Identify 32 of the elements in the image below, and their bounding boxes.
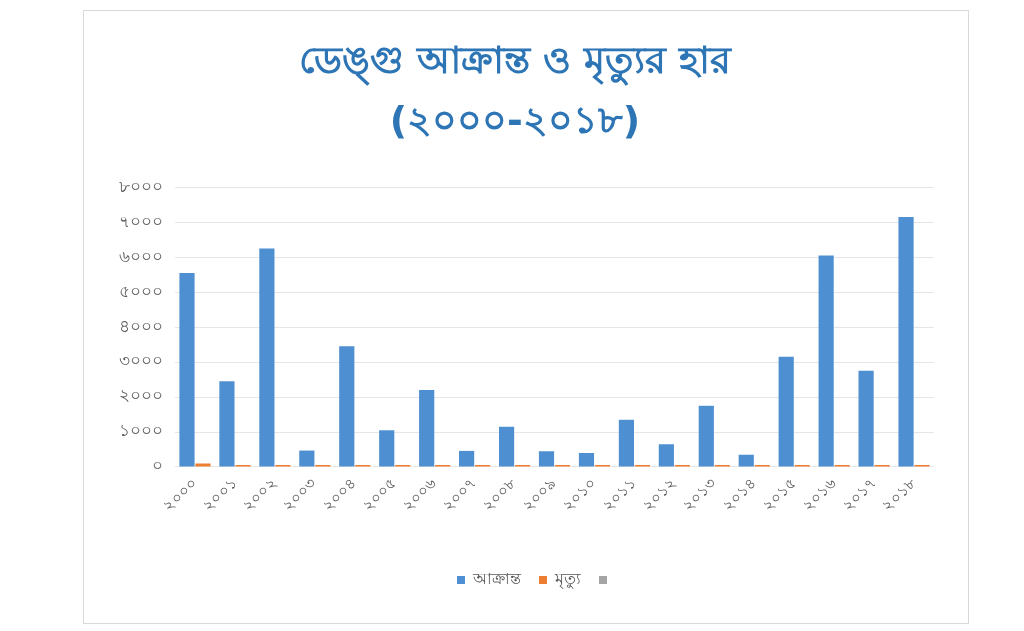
bar	[339, 346, 355, 467]
bar	[738, 454, 754, 467]
bar	[419, 390, 435, 467]
bar	[898, 216, 914, 467]
bar	[538, 451, 555, 467]
bar	[578, 453, 595, 467]
y-tick-label: ৭০০০	[119, 210, 163, 231]
bar	[459, 450, 475, 467]
bar	[658, 444, 674, 467]
bar	[498, 426, 515, 467]
y-tick-label: ৬০০০	[119, 245, 163, 266]
legend-label: মৃত্যু	[554, 569, 581, 590]
y-tick-label: ১০০০	[119, 420, 163, 441]
y-tick-label: ৪০০০	[119, 315, 163, 336]
y-tick-label: ৩০০০	[119, 350, 163, 371]
bar	[618, 419, 634, 467]
bar	[818, 255, 834, 467]
bar	[299, 450, 315, 467]
legend-label: আক্রান্ত	[472, 569, 522, 589]
bar	[858, 370, 874, 467]
bar	[379, 430, 395, 467]
bar	[195, 463, 211, 467]
chart-title: ডেঙ্গু আক্রান্ত ও মৃত্যুর হার (২০০০-২০১৮)	[297, 37, 733, 144]
y-tick-label: ২০০০	[119, 385, 163, 406]
bar	[259, 248, 275, 467]
y-tick-label: ০	[152, 455, 163, 476]
y-tick-label: ৫০০০	[119, 280, 163, 301]
bar	[219, 381, 235, 467]
bar	[179, 272, 195, 467]
bar	[778, 356, 794, 467]
y-tick-label: ৮০০০	[119, 175, 163, 196]
bar	[698, 405, 714, 467]
